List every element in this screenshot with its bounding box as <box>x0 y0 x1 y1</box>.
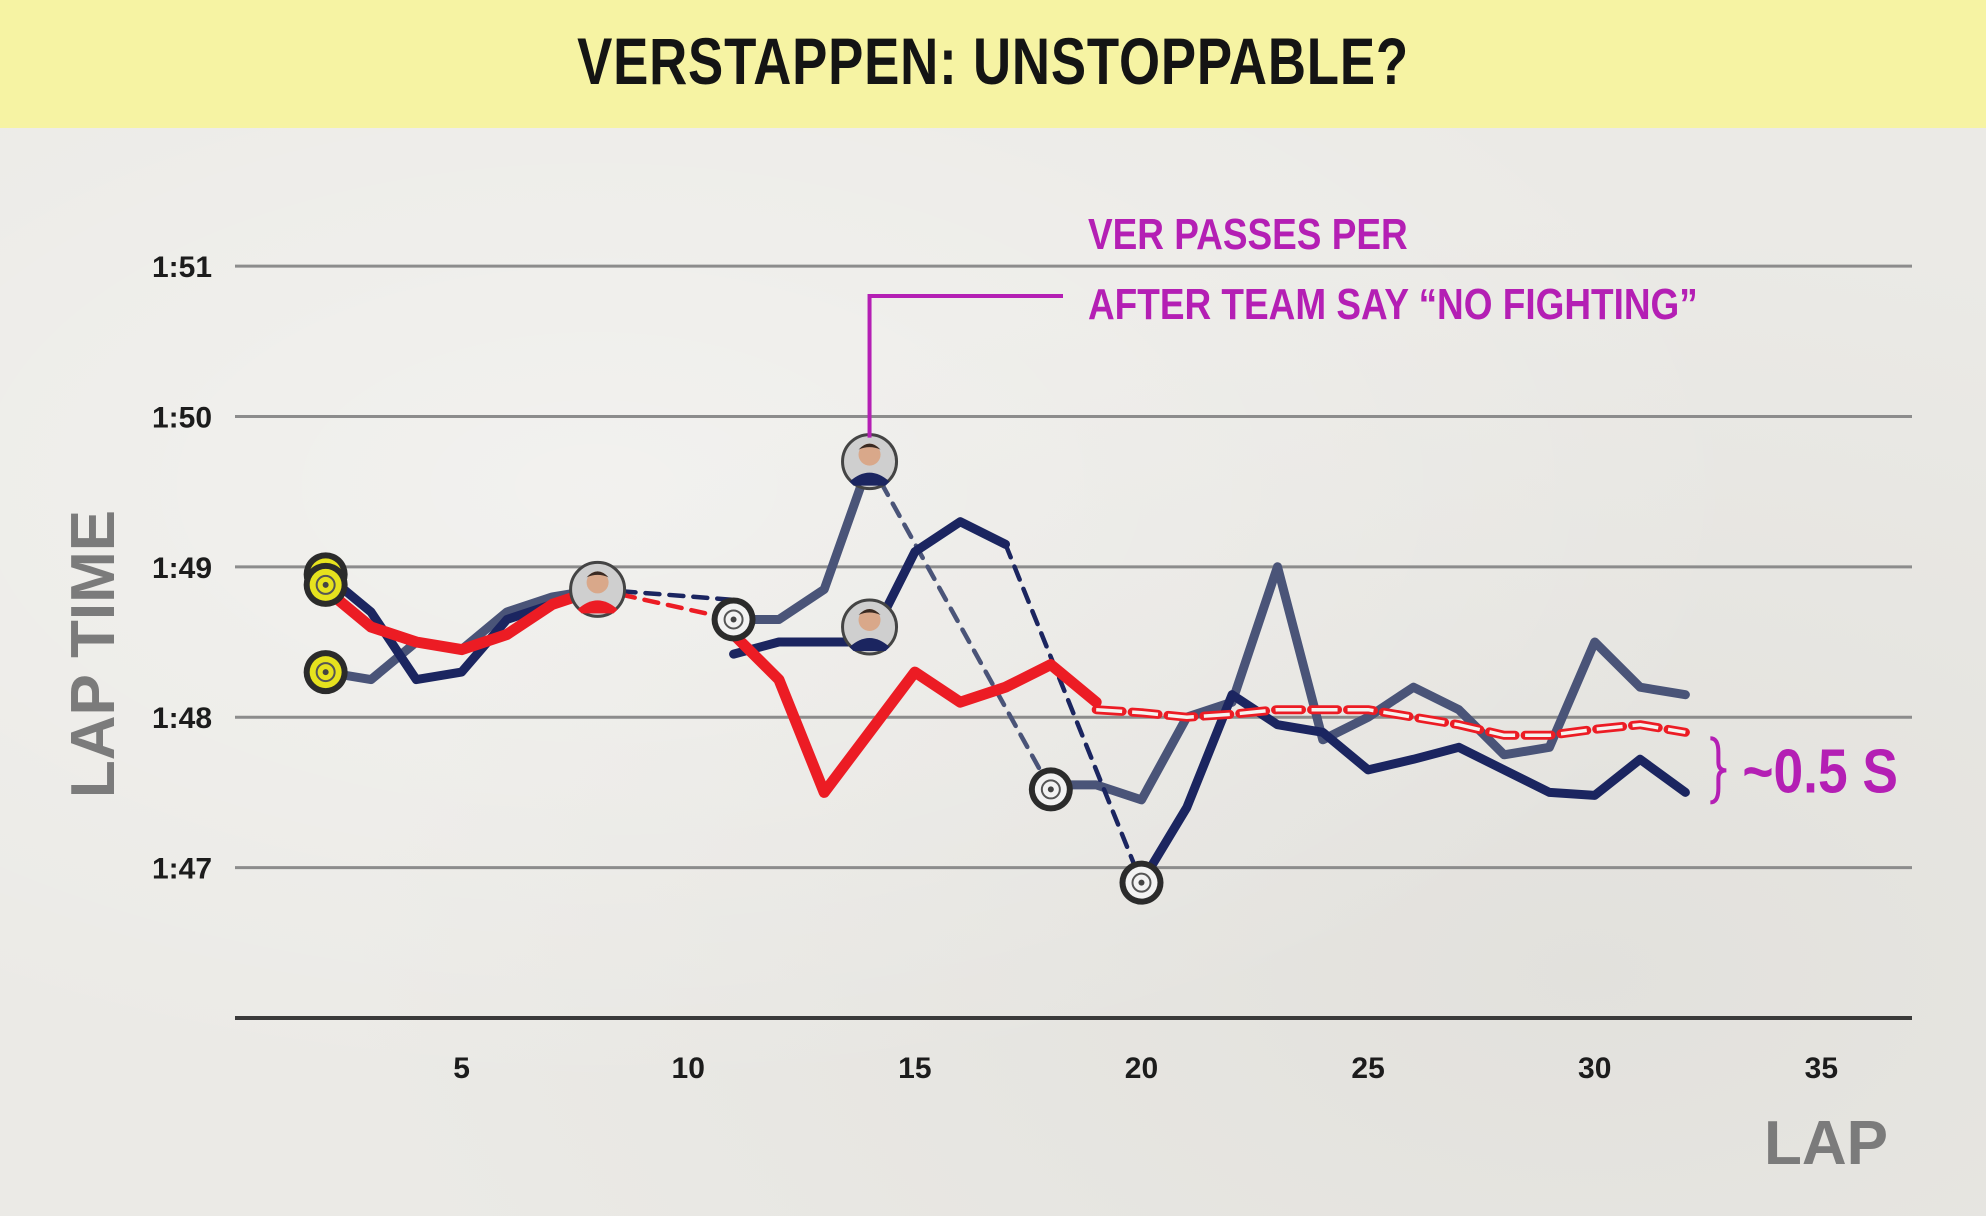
y-tick-label: 1:49 <box>152 552 212 585</box>
tyre-hub <box>322 669 329 676</box>
perez-line-solid <box>1046 562 1690 805</box>
x-tick-label: 30 <box>1578 1052 1611 1085</box>
tyre-hub <box>322 581 329 588</box>
annotations: VER PASSES PER AFTER TEAM SAY “NO FIGHTIN… <box>867 209 1898 807</box>
x-tick-label: 25 <box>1351 1052 1384 1085</box>
tyre-rim <box>1131 872 1152 893</box>
leclerc-line-solid <box>728 629 1102 798</box>
leclerc-line-solid <box>320 583 604 656</box>
verstappen-suit <box>849 638 890 651</box>
y-tick-label: 1:47 <box>152 853 212 886</box>
tyre-hub <box>1138 879 1145 886</box>
chart-title: VERSTAPPEN: UNSTOPPABLE? <box>577 24 1409 98</box>
leclerc-line-highlight <box>1096 707 1686 738</box>
tyre-rim <box>315 574 336 595</box>
perez-line-solid <box>729 457 874 624</box>
callout-text-line: VER PASSES PER <box>1088 209 1408 259</box>
perez-hair <box>858 443 881 450</box>
verstappen-hair <box>858 609 881 615</box>
gap-label: ~0.5 S <box>1742 738 1898 807</box>
leclerc-hair <box>586 571 609 578</box>
x-tick-label: 10 <box>672 1052 705 1085</box>
perez-suit <box>849 472 890 486</box>
y-axis-label: LAP TIME <box>59 510 128 798</box>
axes: 1:47 1:48 1:49 1:50 1:51 5 10 15 20 25 30 35 LAP LAP … <box>59 251 1912 1178</box>
x-tick-label: 20 <box>1125 1052 1158 1085</box>
perez-line-dashed <box>867 459 1054 792</box>
x-tick-label: 5 <box>453 1052 470 1085</box>
y-tick-label: 1:48 <box>152 702 212 735</box>
y-tick-label: 1:50 <box>152 401 212 434</box>
callout-leader-line <box>867 294 1063 438</box>
tyre-rim <box>315 662 336 683</box>
title-banner <box>0 0 1986 128</box>
leclerc-suit <box>577 600 618 614</box>
series-lines <box>320 457 1690 888</box>
grid-lines <box>235 264 1912 870</box>
perez-face <box>858 443 881 466</box>
verstappen-line-solid <box>1137 690 1690 888</box>
tyre-hub <box>730 616 737 623</box>
callout-text-line: AFTER TEAM SAY “NO FIGHTING” <box>1088 279 1698 329</box>
x-tick-label: 15 <box>898 1052 931 1085</box>
tyre-hub <box>1047 786 1054 793</box>
x-tick-label: 35 <box>1805 1052 1838 1085</box>
tyre-rim <box>1040 779 1061 800</box>
verstappen-face <box>858 609 881 631</box>
leclerc-face <box>586 571 609 594</box>
gap-brace <box>1710 736 1727 805</box>
tyre-rim <box>723 609 744 630</box>
markers <box>303 433 1164 905</box>
x-axis-label: LAP <box>1764 1109 1888 1178</box>
y-tick-label: 1:51 <box>152 251 212 284</box>
verstappen-line-dashed <box>1003 542 1144 885</box>
